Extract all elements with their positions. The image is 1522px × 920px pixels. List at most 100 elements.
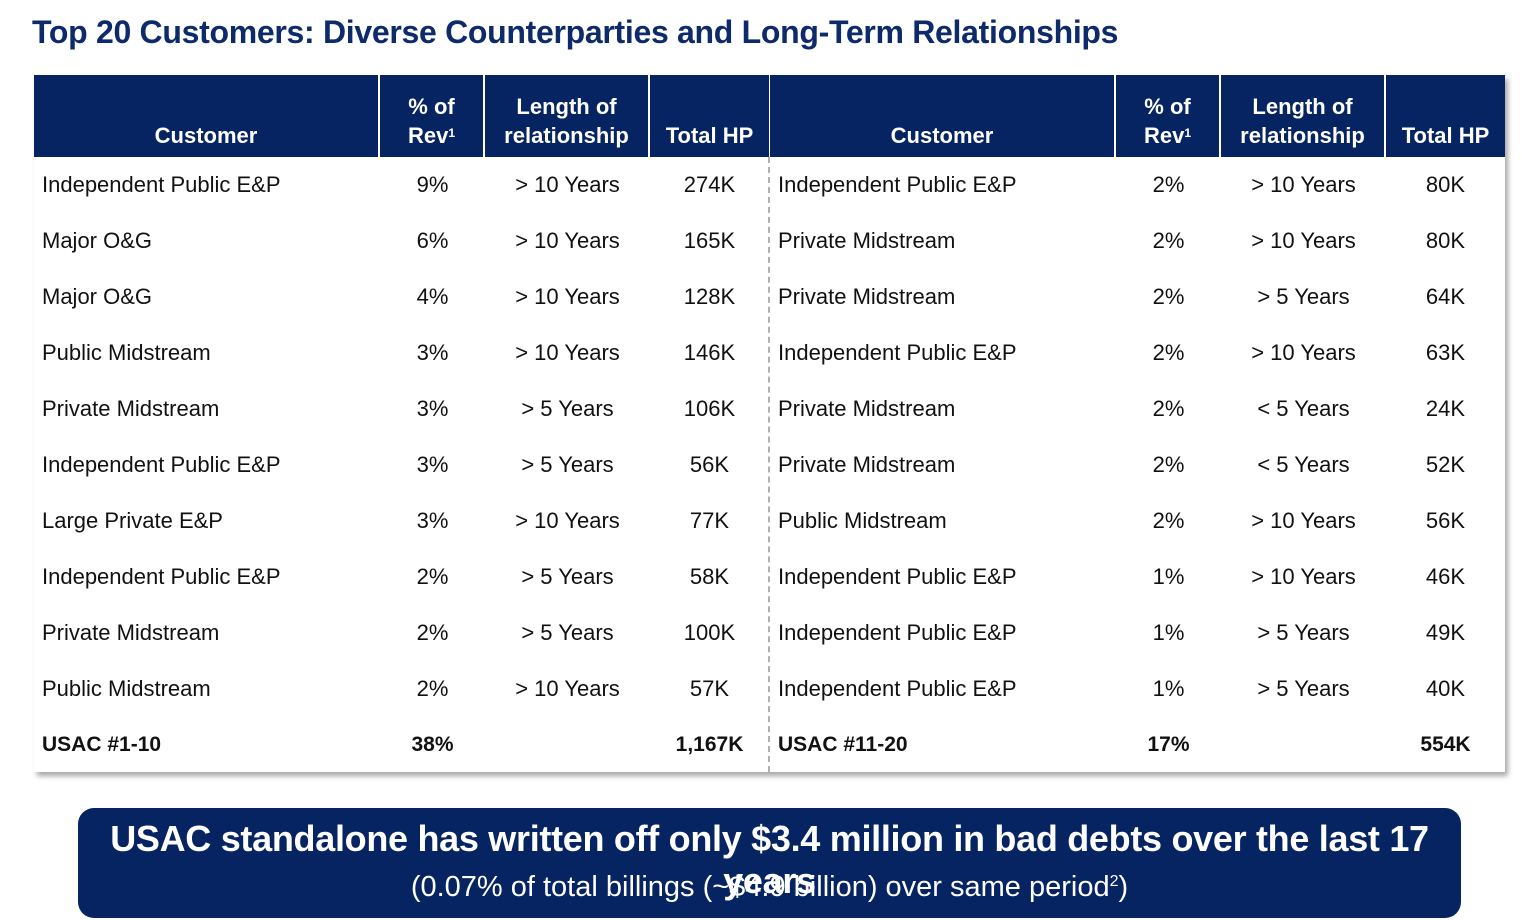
cell-customer: Private Midstream — [778, 228, 956, 253]
cell-pct: 6% — [416, 228, 449, 253]
header-customer: Customer — [770, 75, 1116, 157]
cell-pct: 2% — [416, 676, 449, 701]
cell-pct: 2% — [1152, 228, 1185, 253]
summary-banner: USAC standalone has written off only $3.… — [78, 808, 1461, 918]
total-row: USAC #1-10 38% 1,167K — [34, 717, 769, 773]
header-customer-label: Customer — [154, 123, 258, 148]
header-length-line1: Length of — [1252, 94, 1353, 119]
cell-hp: 100K — [683, 620, 736, 645]
cell-hp: 64K — [1425, 284, 1466, 309]
cell-customer: Large Private E&P — [42, 508, 223, 533]
header-pct: % of Rev1 — [380, 75, 485, 157]
total-hp: 554K — [1420, 733, 1471, 756]
cell-length: > 10 Years — [1251, 172, 1356, 197]
cell-customer: Private Midstream — [778, 396, 956, 421]
cell-length: > 5 Years — [1257, 620, 1350, 645]
cell-customer: Independent Public E&P — [778, 340, 1017, 365]
cell-hp: 46K — [1425, 564, 1466, 589]
table-row: Private Midstream 2% > 5 Years 100K — [34, 605, 769, 661]
cell-hp: 57K — [689, 676, 730, 701]
cell-hp: 52K — [1425, 452, 1466, 477]
header-length: Length of relationship — [1221, 75, 1386, 157]
cell-customer: Independent Public E&P — [778, 172, 1017, 197]
cell-customer: Independent Public E&P — [42, 564, 281, 589]
cell-length: > 10 Years — [1251, 508, 1356, 533]
banner-subtext-main: (0.07% of total billings (~$4.9 billion)… — [410, 871, 1110, 903]
table-row: Independent Public E&P 9% > 10 Years 274K — [34, 157, 769, 213]
table-row: Large Private E&P 3% > 10 Years 77K — [34, 493, 769, 549]
cell-pct: 2% — [416, 620, 449, 645]
cell-length: > 10 Years — [1251, 564, 1356, 589]
header-length-line1: Length of — [516, 94, 617, 119]
total-row: USAC #11-20 17% 554K — [770, 717, 1505, 773]
customers-table: Customer% of Rev1 Length of relationship Tot… — [34, 75, 1505, 772]
cell-pct: 3% — [416, 396, 449, 421]
header-pct-line1: % of — [408, 94, 455, 119]
table-half-left: Customer % of Rev1 Length of relationship Tot… — [34, 75, 769, 772]
cell-customer: Independent Public E&P — [42, 452, 281, 477]
banner-headline: USAC standalone has written off only $3.… — [110, 818, 1429, 901]
cell-customer: Private Midstream — [42, 396, 220, 421]
header-customer: Customer — [34, 75, 380, 157]
cell-length: > 5 Years — [1257, 284, 1350, 309]
cell-customer: Private Midstream — [42, 620, 220, 645]
banner-subtext: (0.07% of total billings (~$4.9 billion)… — [78, 871, 1461, 904]
cell-pct: 9% — [416, 172, 449, 197]
cell-pct: 2% — [1152, 284, 1185, 309]
cell-hp: 58K — [689, 564, 730, 589]
cell-pct: 3% — [416, 508, 449, 533]
total-pct: 17% — [1147, 733, 1190, 756]
table-row: Private Midstream 2% < 5 Years 52K — [770, 437, 1505, 493]
cell-customer: Independent Public E&P — [778, 620, 1017, 645]
header-length-line2: relationship — [504, 123, 629, 148]
cell-customer: Independent Public E&P — [778, 676, 1017, 701]
cell-customer: Major O&G — [42, 284, 153, 309]
cell-length: > 10 Years — [515, 172, 620, 197]
total-customer: USAC #1-10 — [42, 733, 162, 756]
cell-hp: 56K — [689, 452, 730, 477]
cell-length: > 10 Years — [1251, 340, 1356, 365]
cell-customer: Private Midstream — [778, 452, 956, 477]
cell-customer: Independent Public E&P — [42, 172, 281, 197]
cell-pct: 2% — [416, 564, 449, 589]
banner-subtext-end: ) — [1118, 871, 1129, 903]
header-pct-line2: Rev1 — [1144, 121, 1191, 150]
cell-hp: 49K — [1425, 620, 1466, 645]
header-pct-line2: Rev1 — [408, 121, 455, 150]
header-hp: Total HP — [650, 75, 769, 157]
cell-pct: 1% — [1152, 564, 1185, 589]
table-row: Independent Public E&P 1% > 5 Years 40K — [770, 661, 1505, 717]
cell-pct: 2% — [1152, 172, 1185, 197]
cell-customer: Major O&G — [42, 228, 153, 253]
cell-hp: 40K — [1425, 676, 1466, 701]
page-title: Top 20 Customers: Diverse Counterparties… — [32, 14, 1119, 50]
total-hp: 1,167K — [675, 733, 744, 756]
cell-length: > 5 Years — [521, 396, 614, 421]
header-total-hp-label: Total HP — [665, 123, 754, 148]
cell-hp: 56K — [1425, 508, 1466, 533]
cell-hp: 128K — [683, 284, 736, 309]
table-row: Independent Public E&P 2% > 5 Years 58K — [34, 549, 769, 605]
cell-hp: 77K — [689, 508, 730, 533]
total-customer: USAC #11-20 — [778, 733, 908, 756]
table-row: Independent Public E&P 2% > 10 Years 80K — [770, 157, 1505, 213]
cell-hp: 80K — [1425, 172, 1466, 197]
header-pct-label: % of Rev1 — [408, 92, 455, 150]
cell-length: > 10 Years — [1251, 228, 1356, 253]
cell-hp: 63K — [1425, 340, 1466, 365]
cell-hp: 106K — [683, 396, 736, 421]
cell-pct: 4% — [416, 284, 449, 309]
header-pct-line1: % of — [1144, 94, 1191, 119]
header-length-label: Length of relationship — [1240, 92, 1365, 150]
cell-hp: 80K — [1425, 228, 1466, 253]
cell-hp: 274K — [683, 172, 736, 197]
header-footnote-mark: 1 — [448, 126, 456, 140]
cell-pct: 3% — [416, 340, 449, 365]
total-pct: 38% — [411, 733, 454, 756]
table-row: Major O&G 6% > 10 Years 165K — [34, 213, 769, 269]
cell-length: > 10 Years — [515, 340, 620, 365]
header-pct-rev: Rev — [1143, 123, 1185, 148]
table-row: Independent Public E&P 1% > 10 Years 46K — [770, 549, 1505, 605]
cell-pct: 3% — [416, 452, 449, 477]
table-row: Private Midstream 2% > 10 Years 80K — [770, 213, 1505, 269]
